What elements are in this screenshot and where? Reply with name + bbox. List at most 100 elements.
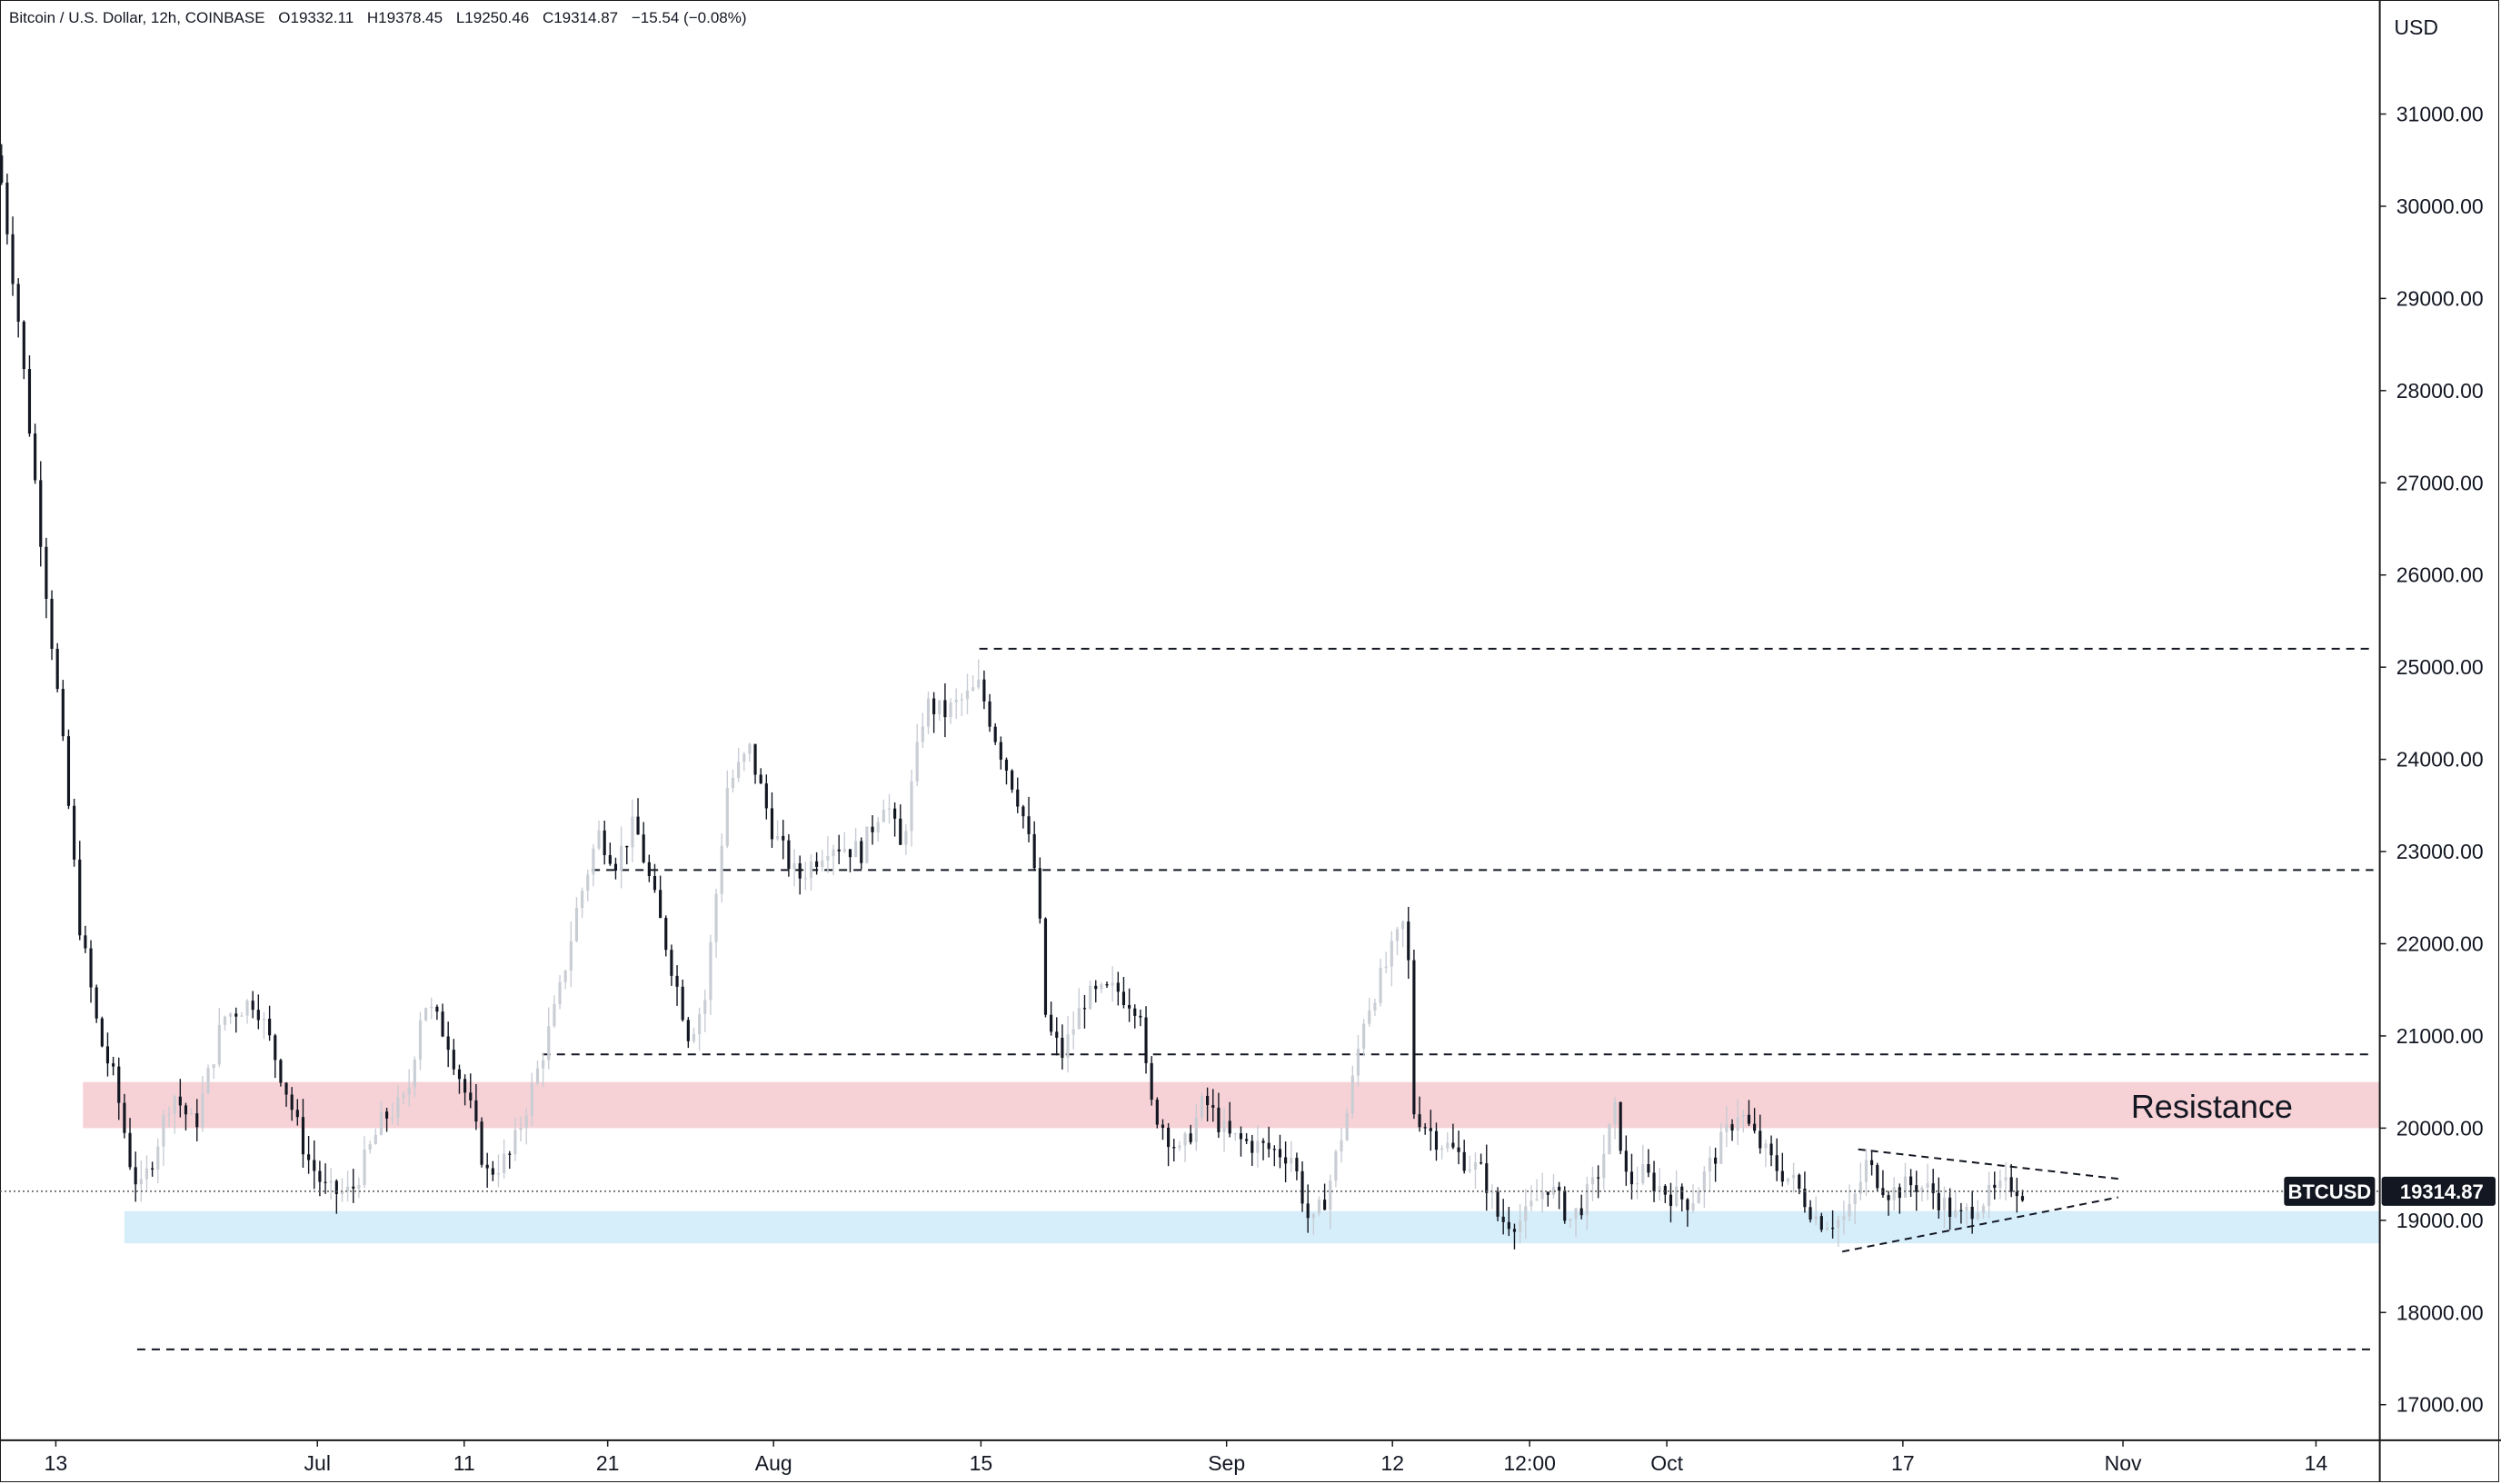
candle-body xyxy=(1798,1174,1801,1190)
candle-body xyxy=(1747,1114,1751,1124)
candle-body xyxy=(725,788,729,846)
candle-body xyxy=(542,1060,545,1069)
candle-body xyxy=(508,1153,512,1155)
overlay-layer: Resistance xyxy=(0,1088,2380,1253)
candle-body xyxy=(1496,1191,1500,1217)
candle-body xyxy=(1546,1191,1549,1195)
candle-body xyxy=(1373,1002,1377,1011)
candle-body xyxy=(1512,1229,1517,1232)
time-tick-label: Oct xyxy=(1650,1451,1683,1475)
candle-body xyxy=(1429,1128,1432,1131)
candle-body xyxy=(340,1190,344,1194)
candle-body xyxy=(720,845,723,894)
candle-body xyxy=(821,860,824,867)
price-tick-label: 17000.00 xyxy=(2396,1393,2484,1417)
candle-body xyxy=(1485,1163,1489,1193)
candle-body xyxy=(1858,1181,1862,1194)
candle-body xyxy=(1825,1228,1829,1230)
candle-body xyxy=(524,1115,528,1128)
candle-body xyxy=(474,1100,478,1122)
candle-body xyxy=(1814,1216,1818,1220)
candle-body xyxy=(1954,1210,1958,1218)
candle-body xyxy=(1965,1206,1968,1211)
candle-body xyxy=(1641,1164,1645,1183)
candle-body xyxy=(262,1018,266,1021)
candle-body xyxy=(1870,1160,1874,1166)
candle-body xyxy=(2004,1177,2008,1181)
candle-body xyxy=(854,841,858,858)
close-value: C19314.87 xyxy=(542,9,619,26)
candle-body xyxy=(1903,1176,1908,1199)
candle-body xyxy=(759,774,762,784)
candle-body xyxy=(1597,1177,1600,1179)
symbol-pill-label: BTCUSD xyxy=(2287,1180,2371,1203)
price-tick-label: 30000.00 xyxy=(2396,194,2484,218)
candle-body xyxy=(1167,1128,1171,1148)
candle-body xyxy=(982,679,986,702)
candle-body xyxy=(753,743,757,775)
candle-body xyxy=(435,1006,439,1012)
candle-body xyxy=(1887,1195,1890,1200)
candle-body xyxy=(636,816,640,835)
candle-body xyxy=(1719,1131,1723,1164)
time-tick-label: 13 xyxy=(45,1451,68,1475)
candle-body xyxy=(1116,982,1120,992)
candle-body xyxy=(563,971,567,982)
candle-body xyxy=(1295,1158,1299,1171)
candle-body xyxy=(1920,1187,1924,1192)
time-tick-label: 11 xyxy=(453,1451,475,1475)
candle-body xyxy=(681,986,684,1021)
candle-body xyxy=(1440,1148,1444,1150)
triangle-upper-line xyxy=(1858,1148,2118,1180)
candle-body xyxy=(1702,1171,1706,1192)
candle-body xyxy=(1819,1216,1823,1230)
candle-body xyxy=(1345,1112,1349,1140)
candle-body xyxy=(430,1006,433,1009)
candle-body xyxy=(1569,1219,1572,1221)
candle-body xyxy=(1669,1194,1673,1206)
candle-body xyxy=(893,808,897,819)
candle-body xyxy=(1775,1155,1779,1171)
candle-body xyxy=(553,1003,556,1027)
candle-body xyxy=(1200,1095,1204,1118)
candle-body xyxy=(34,433,37,481)
candle-body xyxy=(480,1121,483,1165)
candle-body xyxy=(547,1026,551,1061)
candle-body xyxy=(1300,1170,1304,1204)
candle-body xyxy=(1379,967,1382,1003)
candle-body xyxy=(1021,806,1025,817)
candle-body xyxy=(446,1036,450,1051)
candle-body xyxy=(173,1096,176,1114)
candle-body xyxy=(1401,921,1405,930)
candle-body xyxy=(295,1110,299,1118)
candle-body xyxy=(1290,1158,1293,1164)
candle-body xyxy=(457,1069,462,1080)
candle-body xyxy=(324,1181,327,1183)
candle-body xyxy=(1970,1206,1974,1220)
candle-body xyxy=(1434,1130,1439,1150)
levels-layer xyxy=(136,647,2374,1350)
candle-body xyxy=(201,1093,204,1128)
candle-body xyxy=(385,1111,389,1119)
candle-body xyxy=(66,736,71,806)
candle-body xyxy=(876,822,880,832)
candle-body xyxy=(240,1015,244,1017)
candle-body xyxy=(2020,1196,2025,1201)
candle-body xyxy=(1524,1206,1528,1221)
price-tick-label: 20000.00 xyxy=(2396,1116,2484,1140)
candle-body xyxy=(977,679,981,688)
time-tick-label: 12:00 xyxy=(1503,1451,1556,1475)
candle-body xyxy=(1507,1221,1510,1230)
candle-body xyxy=(1178,1145,1181,1149)
candle-body xyxy=(586,874,590,891)
candle-body xyxy=(1133,1008,1137,1016)
candle-body xyxy=(1245,1139,1249,1141)
candle-body xyxy=(1206,1095,1210,1106)
candle-body xyxy=(631,816,634,848)
candle-body xyxy=(1473,1162,1478,1170)
candle-body xyxy=(960,699,963,701)
candle-body xyxy=(1864,1160,1868,1182)
candle-body xyxy=(1915,1185,1918,1192)
